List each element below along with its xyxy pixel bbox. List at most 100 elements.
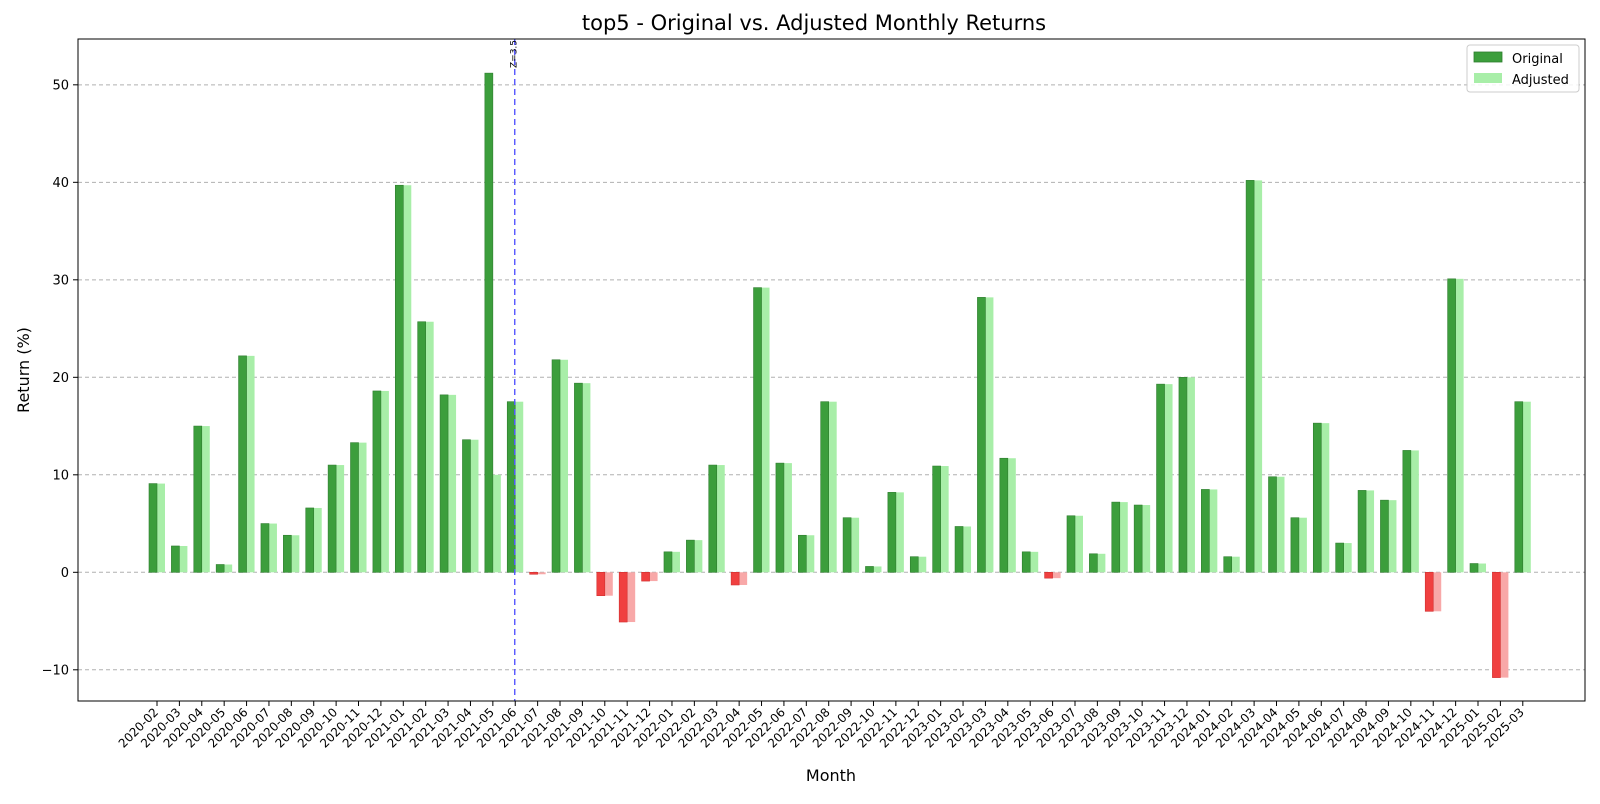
bar-adjusted xyxy=(828,401,837,573)
bar-original xyxy=(641,572,650,582)
bar-adjusted xyxy=(1231,556,1240,573)
bar-adjusted xyxy=(783,463,792,573)
bar-original xyxy=(238,355,247,573)
bar-original xyxy=(887,492,897,573)
bar-original xyxy=(305,507,315,573)
legend-label-adjusted: Adjusted xyxy=(1512,73,1569,88)
bar-original xyxy=(1335,542,1344,573)
bar-adjusted xyxy=(515,401,524,573)
bar-original xyxy=(932,465,941,573)
bar-original xyxy=(1492,572,1501,678)
bar-original xyxy=(1178,377,1188,573)
bar-adjusted xyxy=(582,383,591,573)
plot-frame xyxy=(77,38,1586,702)
bar-adjusted xyxy=(1142,505,1151,573)
bar-adjusted xyxy=(873,566,882,573)
bar-original xyxy=(1201,489,1210,573)
bar-adjusted xyxy=(537,572,546,575)
bar-adjusted xyxy=(157,483,165,573)
bar-original xyxy=(1380,499,1389,573)
bar-adjusted xyxy=(806,535,815,573)
bar-original xyxy=(1402,450,1412,573)
grid xyxy=(78,84,1585,671)
bar-original xyxy=(1514,401,1524,573)
bar-adjusted xyxy=(1209,489,1218,573)
bar-original xyxy=(1044,572,1053,579)
y-axis-label: Return (%) xyxy=(14,327,33,413)
bar-adjusted xyxy=(918,556,927,573)
bar-adjusted xyxy=(425,321,434,573)
bar-original xyxy=(977,297,986,573)
bar-adjusted xyxy=(1298,517,1307,573)
bar-original xyxy=(551,359,561,573)
bar-original xyxy=(596,572,606,597)
legend: Original Adjusted xyxy=(1466,44,1580,93)
bar-adjusted xyxy=(1119,502,1128,573)
bar-adjusted xyxy=(739,572,748,585)
bar-adjusted xyxy=(671,551,680,573)
bar-original xyxy=(708,464,718,573)
y-axis: −10 0 10 20 30 40 50 xyxy=(42,78,78,678)
bar-adjusted xyxy=(1254,180,1263,573)
bar-original xyxy=(1156,383,1165,573)
bar-adjusted xyxy=(358,442,367,573)
bar-original xyxy=(865,566,874,573)
y-tick-label: 10 xyxy=(52,468,69,483)
y-tick-label: 0 xyxy=(61,566,69,581)
bar-adjusted xyxy=(1500,572,1509,678)
bar-adjusted xyxy=(761,287,770,573)
bar-original xyxy=(1469,563,1479,573)
bar-original xyxy=(506,401,516,573)
bar-adjusted xyxy=(649,572,658,582)
bar-original xyxy=(1089,553,1098,573)
bar-adjusted xyxy=(1410,450,1419,573)
bar-original xyxy=(1066,515,1076,573)
bar-original xyxy=(260,523,270,573)
bar-adjusted xyxy=(985,297,994,573)
bar-adjusted xyxy=(313,507,322,573)
bar-original xyxy=(283,534,292,573)
bar-adjusted xyxy=(1478,563,1487,573)
bar-original xyxy=(462,439,471,573)
bar-adjusted xyxy=(403,185,412,573)
bar-original xyxy=(842,517,852,573)
bar-adjusted xyxy=(694,540,703,573)
bar-original xyxy=(1312,422,1322,573)
bar-original xyxy=(193,425,203,573)
bar-original xyxy=(574,382,583,573)
bar-adjusted xyxy=(1030,551,1039,573)
bar-adjusted xyxy=(604,572,613,596)
bar-adjusted xyxy=(1366,490,1375,573)
legend-swatch-original xyxy=(1473,51,1503,63)
bar-adjusted xyxy=(1186,377,1195,573)
bar-original xyxy=(1021,551,1031,573)
bar-original xyxy=(1357,490,1367,573)
bar-adjusted xyxy=(560,359,569,573)
bar-original xyxy=(1268,476,1277,573)
legend-label-original: Original xyxy=(1512,52,1563,67)
x-axis-label: Month xyxy=(806,766,856,785)
bar-adjusted xyxy=(1388,500,1397,573)
bar-original xyxy=(663,551,673,573)
bar-original xyxy=(372,390,382,573)
bar-adjusted xyxy=(179,545,188,573)
bar-original xyxy=(394,184,404,573)
bar-adjusted xyxy=(1343,543,1352,573)
bar-original xyxy=(686,539,695,573)
bar-original xyxy=(999,457,1009,573)
bar-adjusted xyxy=(963,526,972,573)
bar-adjusted xyxy=(201,426,210,573)
x-axis: 2020-022020-032020-042020-052020-062020-… xyxy=(116,701,1527,751)
bar-original xyxy=(1223,556,1233,573)
bar-original xyxy=(730,572,740,586)
bar-adjusted xyxy=(1433,572,1442,612)
bar-original xyxy=(148,483,158,573)
y-tick-label: 20 xyxy=(52,371,69,386)
outlier-annotation: Z=3.5 xyxy=(510,40,520,68)
y-tick-label: −10 xyxy=(42,663,69,678)
bar-original xyxy=(820,401,830,573)
bar-adjusted xyxy=(1522,401,1531,573)
bar-adjusted xyxy=(492,474,501,573)
bar-adjusted xyxy=(1321,423,1330,573)
